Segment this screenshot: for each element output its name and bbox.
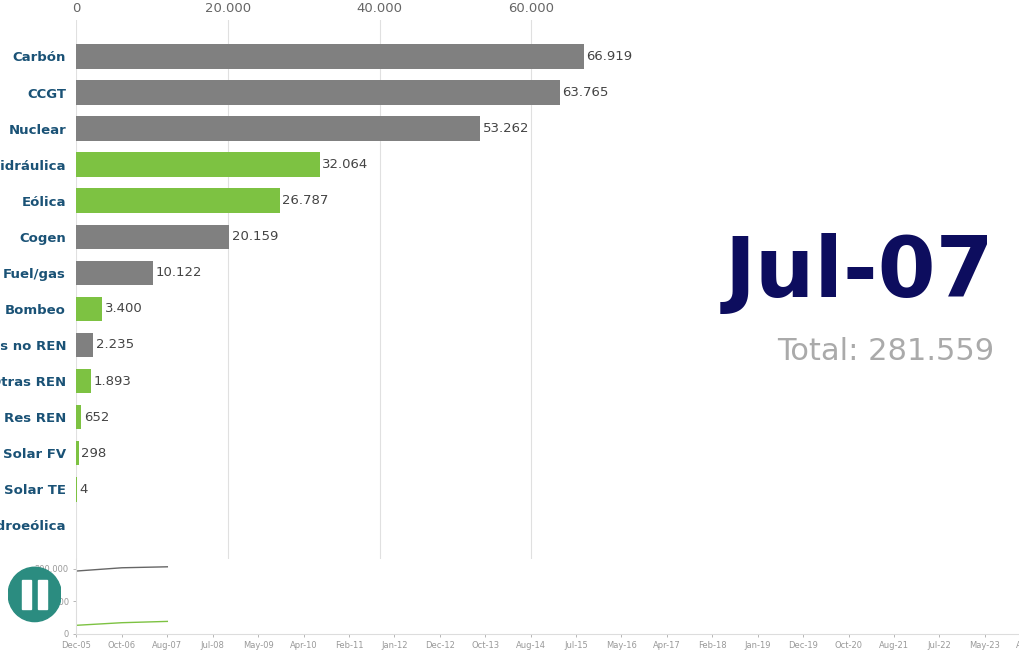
Text: 66.919: 66.919 <box>586 50 632 63</box>
Text: 3.400: 3.400 <box>105 302 143 315</box>
Text: 20.159: 20.159 <box>231 230 278 243</box>
Text: 1.893: 1.893 <box>94 374 131 387</box>
Text: 10.122: 10.122 <box>156 266 202 280</box>
Bar <box>76 116 480 141</box>
Bar <box>76 80 559 105</box>
Text: Total: 281.559: Total: 281.559 <box>776 337 994 365</box>
Text: Jul-07: Jul-07 <box>725 233 994 313</box>
Bar <box>38 580 47 608</box>
Bar <box>76 188 279 213</box>
Bar <box>76 261 153 285</box>
Bar <box>76 369 91 393</box>
Text: 652: 652 <box>84 411 109 424</box>
Bar <box>76 44 583 69</box>
Text: 4: 4 <box>79 483 88 496</box>
Text: 63.765: 63.765 <box>561 86 608 99</box>
Text: 26.787: 26.787 <box>282 194 328 207</box>
Bar <box>76 405 82 430</box>
Text: 298: 298 <box>82 447 107 460</box>
Text: 53.262: 53.262 <box>482 122 529 135</box>
Bar <box>76 441 78 465</box>
Bar <box>76 152 319 177</box>
Text: 2.235: 2.235 <box>96 339 135 352</box>
Text: 32.064: 32.064 <box>322 158 368 171</box>
Bar <box>76 224 229 249</box>
Bar <box>76 296 102 321</box>
Bar <box>22 580 32 608</box>
Ellipse shape <box>8 567 61 621</box>
Bar <box>76 333 94 358</box>
